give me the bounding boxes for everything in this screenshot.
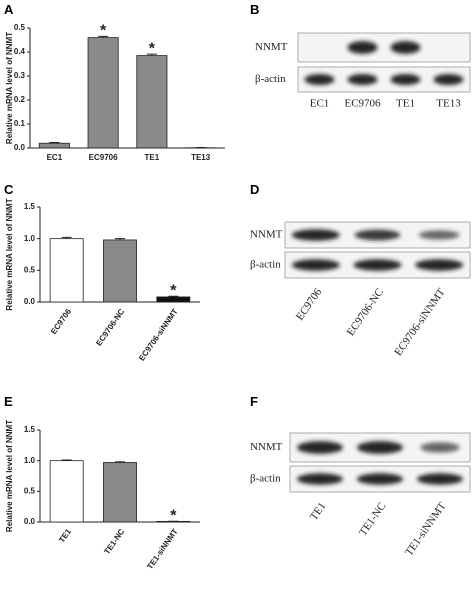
blot-band <box>415 259 464 271</box>
lane-label: TE1 <box>308 500 329 522</box>
bar <box>38 142 70 149</box>
error-bar <box>115 461 125 463</box>
x-tick-label: EC9706-siNNMT <box>137 307 180 363</box>
blot-band <box>417 473 463 485</box>
lane-label: TE1-NC <box>357 500 389 538</box>
lane-label: EC9706-NC <box>345 286 386 338</box>
y-tick-label: 0.3 <box>14 71 26 80</box>
bar <box>49 238 84 303</box>
y-axis-label: Relative mRNA level of NNMT <box>5 420 14 532</box>
blot-band <box>304 74 335 85</box>
western-blot: NNMT β-actin EC1 EC9706 TE1 TE13 <box>255 32 471 110</box>
panel-label: A <box>4 2 14 17</box>
error-bar <box>115 238 125 240</box>
blot-band <box>347 74 378 85</box>
y-tick-label: 1.0 <box>24 234 36 243</box>
x-tick-label: TE1 <box>145 153 160 162</box>
panel-label: D <box>250 182 259 197</box>
error-bar <box>146 53 157 56</box>
blot-frame <box>297 32 471 63</box>
blot-band <box>291 259 340 271</box>
error-bar <box>168 295 179 297</box>
panel-label: F <box>250 394 258 409</box>
blot-band <box>347 41 378 54</box>
blot-band <box>354 229 401 241</box>
row-label: NNMT <box>250 441 283 453</box>
y-tick-label: 0.1 <box>14 119 26 128</box>
blot-band <box>390 74 421 85</box>
panel-label: C <box>4 182 14 197</box>
bar <box>103 239 137 303</box>
x-tick-label: TE1-siNNMT <box>145 527 179 571</box>
row-label: β-actin <box>250 473 281 485</box>
y-tick-label: 0.4 <box>14 47 26 56</box>
lane-label: EC9706 <box>294 286 325 323</box>
error-bar <box>98 35 109 38</box>
blot-band <box>353 259 402 271</box>
blot-band <box>390 41 421 54</box>
y-tick-label: 0.0 <box>14 143 26 152</box>
lane-label: EC9706 <box>344 98 381 110</box>
row-label: NNMT <box>250 229 283 241</box>
y-tick-label: 1.0 <box>24 456 36 465</box>
x-tick-label: EC9706 <box>89 153 118 162</box>
annotation: * <box>149 40 156 57</box>
y-tick-label: 1.5 <box>24 202 36 211</box>
blot-band <box>297 441 343 454</box>
blot-band <box>357 473 403 485</box>
y-tick-label: 0.5 <box>24 265 36 274</box>
error-bar <box>61 236 72 239</box>
row-label: NNMT <box>255 41 288 53</box>
western-blot: NNMT β-actin TE1 TE1-NC TE1-siNNMT <box>250 432 471 558</box>
bar <box>103 462 137 523</box>
y-tick-label: 0.2 <box>14 95 26 104</box>
x-tick-label: TE13 <box>191 153 211 162</box>
bar <box>87 37 119 149</box>
y-tick-label: 0.0 <box>24 297 36 306</box>
x-tick-label: EC1 <box>47 153 63 162</box>
error-bar <box>49 141 60 144</box>
lane-label: TE1 <box>396 98 415 110</box>
blot-band <box>418 230 460 240</box>
y-tick-label: 0.5 <box>24 486 36 495</box>
error-bar <box>61 459 72 461</box>
blot-band <box>291 229 340 241</box>
lane-label: EC1 <box>310 98 330 110</box>
y-axis-label: Relative mRNA level of NNMT <box>5 198 14 310</box>
x-tick-label: EC9706 <box>49 307 73 336</box>
row-label: β-actin <box>255 73 286 85</box>
y-axis-label: Relative mRNA level of NNMT <box>5 32 14 144</box>
chart: Relative mRNA level of NNMT 0.0 0.5 1.0 1.5 E… <box>5 198 200 363</box>
y-tick-label: 0.5 <box>14 23 26 32</box>
lane-label: TE1-siNNMT <box>403 500 449 558</box>
panel-label: E <box>4 394 13 409</box>
row-label: β-actin <box>250 259 281 271</box>
annotation: * <box>100 23 107 40</box>
annotation: * <box>170 507 177 524</box>
annotation: * <box>170 283 177 300</box>
lane-label: EC9706-siNNMT <box>392 286 448 358</box>
blot-band <box>420 442 460 453</box>
blot-band <box>433 74 464 85</box>
x-tick-label: TE1 <box>57 527 73 545</box>
blot-band <box>297 473 343 485</box>
y-tick-label: 1.5 <box>24 425 36 434</box>
blot-band <box>357 441 403 454</box>
panel-label: B <box>250 2 259 17</box>
y-tick-label: 0.0 <box>24 517 36 526</box>
bar <box>49 460 84 523</box>
lane-label: TE13 <box>436 98 461 110</box>
bar <box>136 55 168 149</box>
x-tick-label: EC9706-NC <box>94 307 126 348</box>
x-tick-label: TE1-NC <box>102 527 126 556</box>
western-blot: NNMT β-actin EC9706 EC9706-NC EC9706-siNNMT <box>250 221 471 358</box>
chart: Relative mRNA level of NNMT 0.0 0.5 1.0 1.5 T… <box>5 420 200 571</box>
